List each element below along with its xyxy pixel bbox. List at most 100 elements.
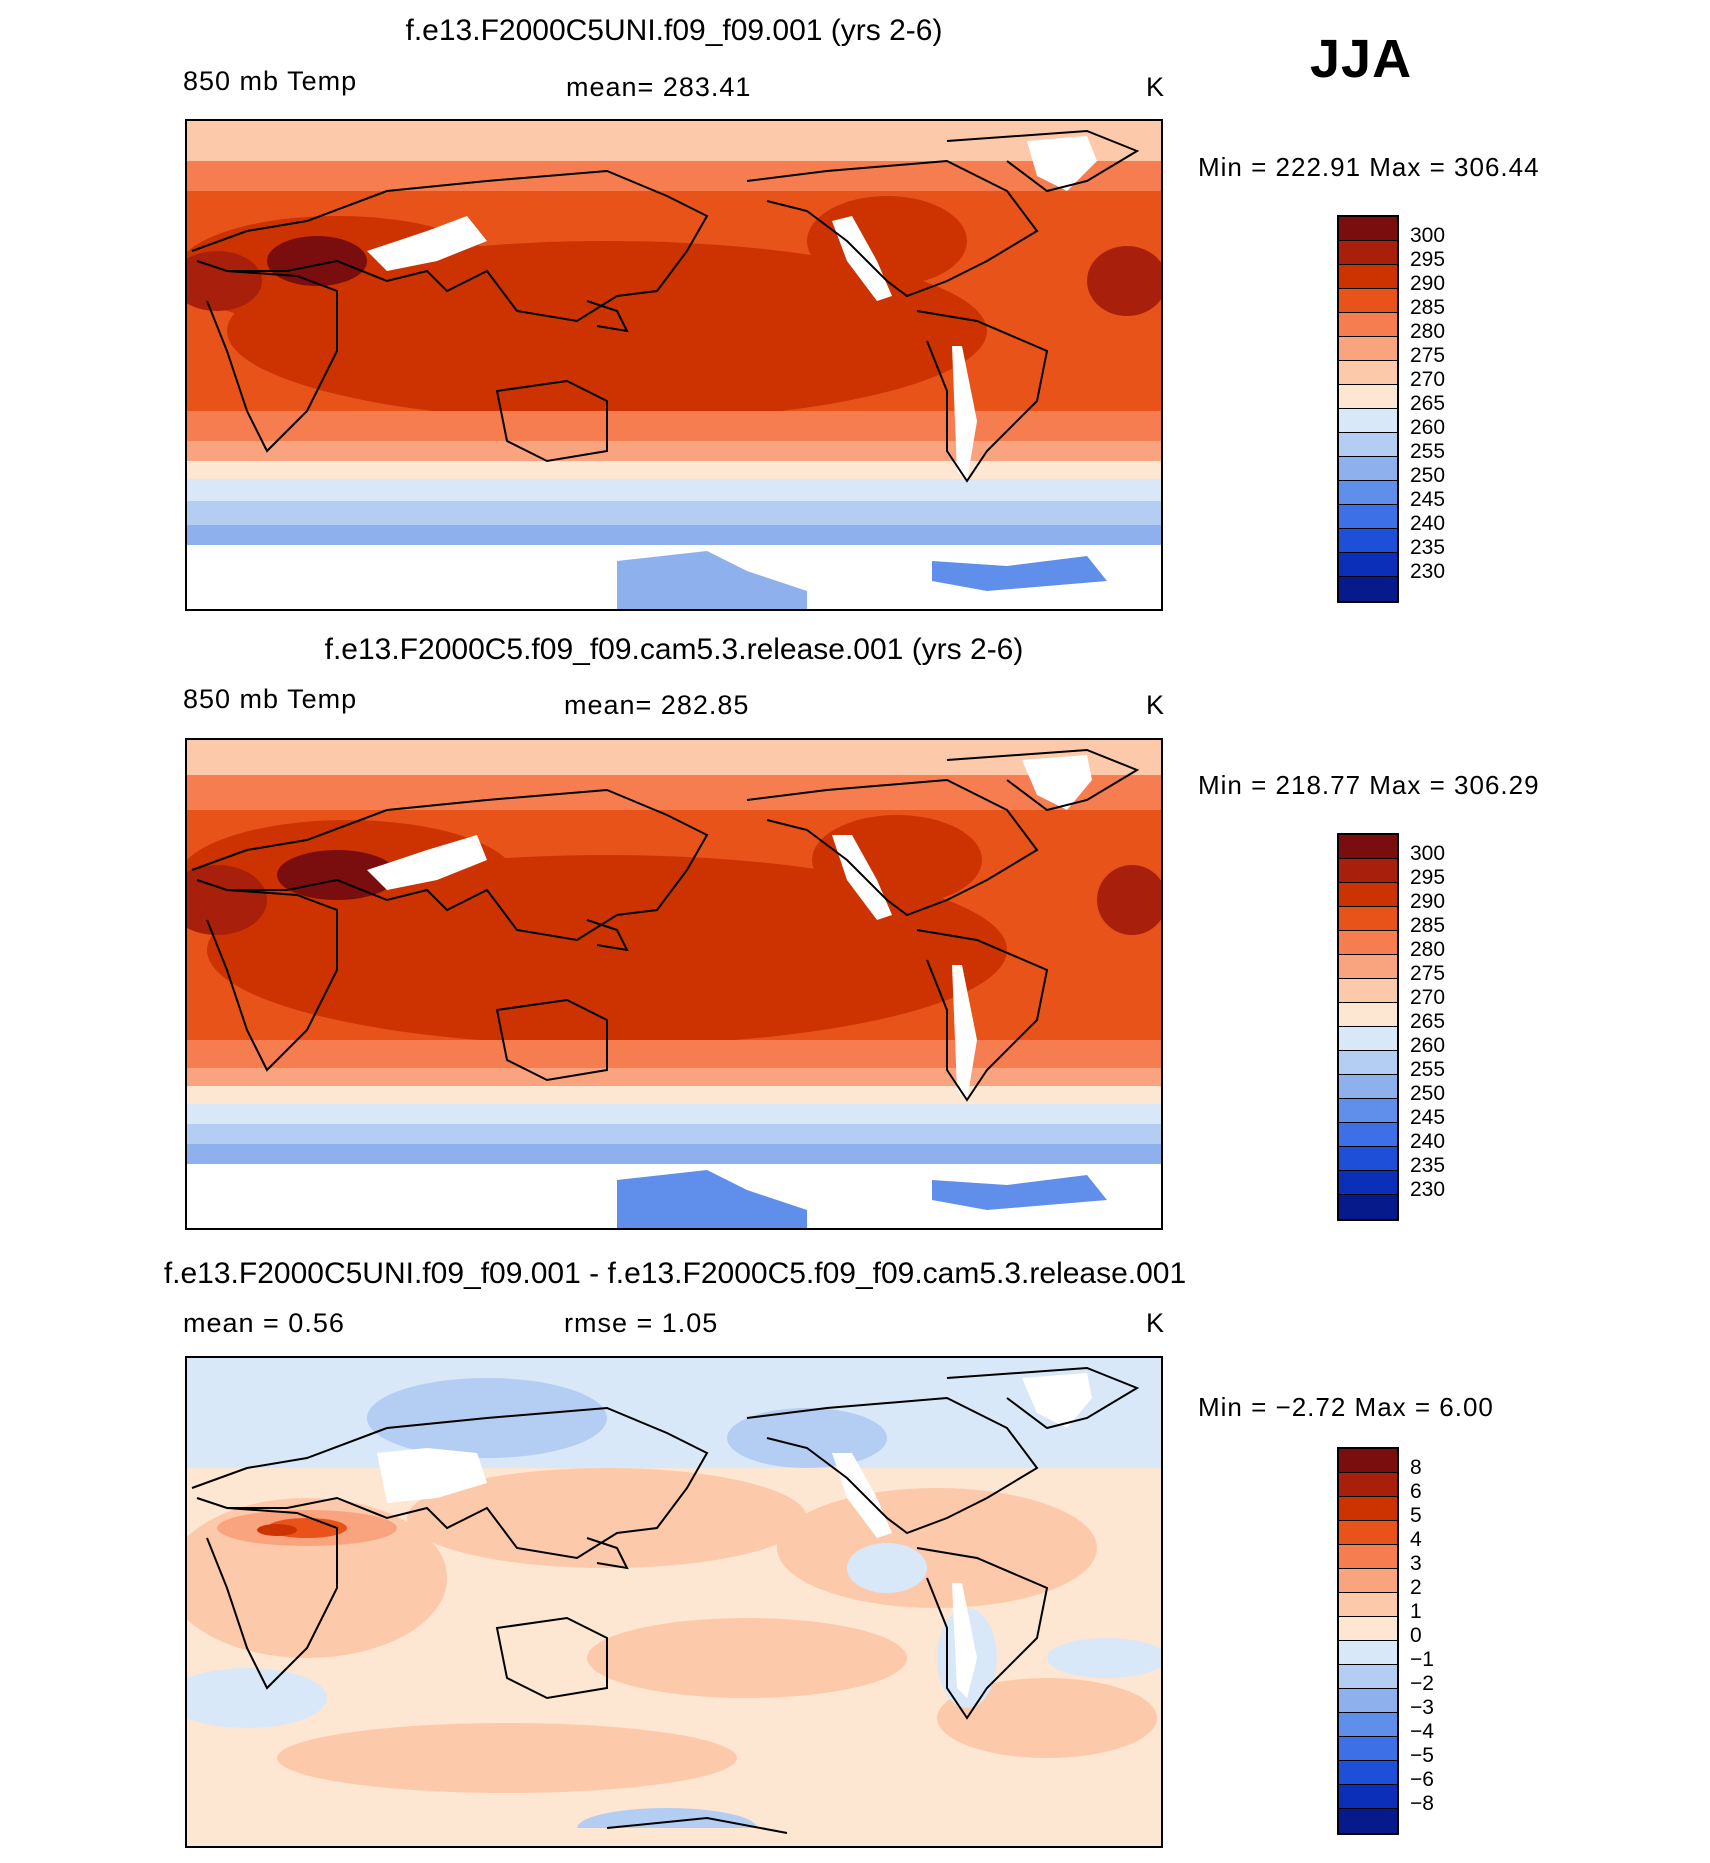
colorbar-tick-label: 230 xyxy=(1410,1178,1446,1201)
colorbar-tick-label: 230 xyxy=(1410,560,1446,583)
colorbar-tick-label: 275 xyxy=(1410,344,1446,367)
colorbar-segment xyxy=(1339,529,1397,553)
colorbar-tick-label: 270 xyxy=(1410,368,1446,391)
colorbar-tick-label: 250 xyxy=(1410,1082,1446,1105)
colorbar-tick-label: −5 xyxy=(1410,1744,1434,1767)
colorbar-tick-label: 260 xyxy=(1410,416,1446,439)
panel-3-rmse-label: rmse = 1.05 xyxy=(564,1308,719,1338)
panel-2-variable-label: 850 mb Temp xyxy=(183,684,358,714)
colorbar-segment xyxy=(1339,1123,1397,1147)
panel-1-map xyxy=(185,119,1163,611)
colorbar-segment xyxy=(1339,385,1397,409)
colorbar-tick-label: 295 xyxy=(1410,866,1446,889)
panel-2-minmax: Min = 218.77 Max = 306.29 xyxy=(1198,770,1540,800)
colorbar-segment xyxy=(1339,409,1397,433)
colorbar-segment xyxy=(1339,313,1397,337)
colorbar-tick-label: 245 xyxy=(1410,488,1446,511)
panel-1-map-field xyxy=(187,121,1161,609)
panel-1-colorbar-labels: 300 295 290 285 280 275 270 265 260 255 250 245 240 2… xyxy=(1410,224,1445,584)
colorbar-tick-label: 260 xyxy=(1410,1034,1446,1057)
panel-2-map xyxy=(185,738,1163,1230)
colorbar-segment xyxy=(1339,553,1397,577)
panel-1-title: f.e13.F2000C5UNI.f09_f09.001 (yrs 2-6) xyxy=(405,14,943,47)
panel-3-units: K xyxy=(1146,1308,1166,1338)
colorbar-segment xyxy=(1339,1449,1397,1473)
colorbar-segment xyxy=(1339,1497,1397,1521)
colorbar-segment xyxy=(1339,979,1397,1003)
colorbar-segment xyxy=(1339,1003,1397,1027)
colorbar-tick-label: 295 xyxy=(1410,248,1446,271)
colorbar-tick-label: 6 xyxy=(1410,1480,1422,1503)
colorbar-tick-label: −6 xyxy=(1410,1768,1434,1791)
season-label: JJA xyxy=(1310,29,1413,89)
panel-3-title: f.e13.F2000C5UNI.f09_f09.001 - f.e13.F20… xyxy=(163,1257,1187,1290)
colorbar-tick-label: −8 xyxy=(1410,1792,1434,1815)
colorbar-segment xyxy=(1339,1737,1397,1761)
colorbar-segment xyxy=(1339,955,1397,979)
colorbar-tick-label: 280 xyxy=(1410,938,1446,961)
colorbar-segment xyxy=(1339,433,1397,457)
colorbar-tick-label: −3 xyxy=(1410,1696,1434,1719)
panel-2-mean-label: mean= 282.85 xyxy=(564,690,750,720)
colorbar-segment xyxy=(1339,1689,1397,1713)
colorbar-tick-label: 280 xyxy=(1410,320,1446,343)
panel-2-colorbar xyxy=(1337,833,1399,1221)
colorbar-segment xyxy=(1339,1171,1397,1195)
colorbar-tick-label: 255 xyxy=(1410,440,1446,463)
colorbar-segment xyxy=(1339,505,1397,529)
colorbar-tick-label: 290 xyxy=(1410,890,1446,913)
colorbar-segment xyxy=(1339,1617,1397,1641)
colorbar-tick-label: −4 xyxy=(1410,1720,1434,1743)
colorbar-segment xyxy=(1339,241,1397,265)
colorbar-tick-label: 300 xyxy=(1410,224,1446,247)
panel-2-map-field xyxy=(187,740,1161,1228)
colorbar-segment xyxy=(1339,217,1397,241)
colorbar-segment xyxy=(1339,1521,1397,1545)
colorbar-segment xyxy=(1339,1051,1397,1075)
colorbar-tick-label: 265 xyxy=(1410,1010,1446,1033)
panel-2-title: f.e13.F2000C5.f09_f09.cam5.3.release.001… xyxy=(324,633,1024,666)
colorbar-tick-label: 235 xyxy=(1410,536,1446,559)
panel-3-colorbar xyxy=(1337,1447,1399,1835)
panel-1-minmax: Min = 222.91 Max = 306.44 xyxy=(1198,152,1540,182)
colorbar-tick-label: 245 xyxy=(1410,1106,1446,1129)
colorbar-segment xyxy=(1339,265,1397,289)
colorbar-segment xyxy=(1339,337,1397,361)
colorbar-segment xyxy=(1339,1473,1397,1497)
colorbar-segment xyxy=(1339,1809,1397,1833)
colorbar-segment xyxy=(1339,1761,1397,1785)
panel-3-map xyxy=(185,1356,1163,1848)
colorbar-tick-label: 275 xyxy=(1410,962,1446,985)
colorbar-tick-label: 2 xyxy=(1410,1576,1422,1599)
colorbar-tick-label: 285 xyxy=(1410,296,1446,319)
colorbar-segment xyxy=(1339,931,1397,955)
panel-1-mean-label: mean= 283.41 xyxy=(566,72,752,102)
colorbar-segment xyxy=(1339,883,1397,907)
colorbar-tick-label: 290 xyxy=(1410,272,1446,295)
colorbar-tick-label: 270 xyxy=(1410,986,1446,1009)
colorbar-tick-label: 235 xyxy=(1410,1154,1446,1177)
panel-3-map-field xyxy=(187,1358,1161,1846)
panel-1-colorbar xyxy=(1337,215,1399,603)
colorbar-tick-label: 5 xyxy=(1410,1504,1422,1527)
colorbar-tick-label: 240 xyxy=(1410,1130,1446,1153)
colorbar-tick-label: −1 xyxy=(1410,1648,1434,1671)
colorbar-segment xyxy=(1339,1713,1397,1737)
colorbar-segment xyxy=(1339,289,1397,313)
colorbar-tick-label: 4 xyxy=(1410,1528,1422,1551)
colorbar-segment xyxy=(1339,1785,1397,1809)
colorbar-segment xyxy=(1339,1641,1397,1665)
colorbar-tick-label: 8 xyxy=(1410,1456,1422,1479)
colorbar-segment xyxy=(1339,1665,1397,1689)
colorbar-tick-label: 265 xyxy=(1410,392,1446,415)
colorbar-segment xyxy=(1339,457,1397,481)
colorbar-segment xyxy=(1339,1569,1397,1593)
colorbar-segment xyxy=(1339,1099,1397,1123)
colorbar-segment xyxy=(1339,1545,1397,1569)
colorbar-tick-label: −2 xyxy=(1410,1672,1434,1695)
panel-2-units: K xyxy=(1146,690,1166,720)
colorbar-segment xyxy=(1339,1147,1397,1171)
colorbar-segment xyxy=(1339,361,1397,385)
panel-3-minmax: Min = −2.72 Max = 6.00 xyxy=(1198,1392,1494,1422)
colorbar-segment xyxy=(1339,1593,1397,1617)
